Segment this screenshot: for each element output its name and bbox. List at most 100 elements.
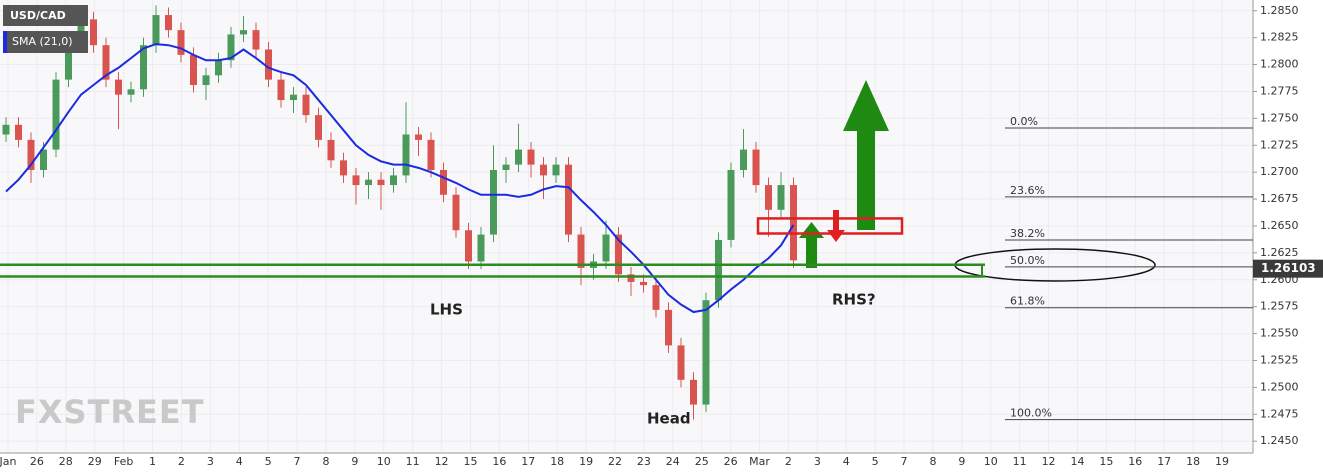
y-tick-label: 1.2775 [1260, 84, 1299, 97]
candle-body [277, 79, 285, 101]
candle-body [577, 234, 585, 268]
fib-label: 38.2% [1010, 227, 1045, 240]
candle-body [652, 285, 660, 310]
candle-body [665, 309, 672, 346]
x-tick-label: 2 [785, 455, 792, 468]
candle-body [77, 19, 85, 40]
x-tick-label: 9 [958, 455, 965, 468]
candle-body [140, 45, 147, 90]
candle-body [740, 149, 747, 171]
y-tick-label: 1.2550 [1260, 327, 1299, 340]
candle-body [2, 124, 10, 135]
y-tick-label: 1.2800 [1260, 58, 1299, 71]
candle-body [227, 34, 235, 61]
x-tick-label: Mar [749, 455, 770, 468]
x-tick-label: 11 [1013, 455, 1027, 468]
candle-body [240, 30, 247, 35]
x-tick-label: 10 [377, 455, 391, 468]
x-tick-label: 16 [492, 455, 506, 468]
x-tick-label: 15 [1099, 455, 1113, 468]
marks [2, 5, 797, 420]
x-tick-label: 17 [1157, 455, 1171, 468]
annotation: Head [647, 410, 691, 428]
x-tick-label: 29 [88, 455, 102, 468]
annotation: LHS [430, 301, 463, 319]
x-tick-label: 26 [724, 455, 738, 468]
x-tick-label: 11 [406, 455, 420, 468]
candle-body [40, 149, 47, 171]
annotation: RHS? [832, 291, 876, 309]
x-tick-label: 4 [843, 455, 850, 468]
y-tick-label: 1.2525 [1260, 353, 1299, 366]
candle-body [627, 274, 635, 282]
legend-symbol: USD/CAD [10, 9, 66, 22]
x-tick-label: 8 [929, 455, 936, 468]
x-tick-label: 19 [579, 455, 593, 468]
candle-body [452, 194, 460, 231]
y-tick-label: 1.2575 [1260, 300, 1299, 313]
candle-body [540, 164, 547, 176]
candle-body [440, 170, 447, 195]
candle-body [65, 39, 72, 80]
candle-body [115, 79, 122, 95]
x-tick-label: 23 [637, 455, 651, 468]
candle-body [565, 164, 572, 235]
candle-body [502, 164, 510, 171]
y-tick-label: 1.2675 [1260, 192, 1299, 205]
candle-body [152, 15, 160, 46]
candle-body [52, 79, 60, 150]
x-tick-label: 17 [521, 455, 535, 468]
candle-body [527, 149, 535, 165]
legend-box [3, 5, 88, 26]
candle-body [777, 185, 785, 210]
candle-body [752, 149, 760, 186]
candle-body [790, 185, 797, 261]
candle-body [90, 19, 97, 46]
candle-body [602, 234, 610, 262]
x-tick-label: 26 [30, 455, 44, 468]
x-tick-label: 3 [814, 455, 821, 468]
candle-body [302, 94, 310, 116]
fib-label: 50.0% [1010, 254, 1045, 267]
y-tick-label: 1.2500 [1260, 380, 1299, 393]
grid [0, 0, 1253, 453]
x-tick-label: 7 [901, 455, 908, 468]
x-tick-label: 18 [550, 455, 564, 468]
legend-sma: SMA (21,0) [12, 35, 73, 48]
x-tick-label: Feb [114, 455, 133, 468]
sma-line [5, 43, 795, 314]
price-tag [1253, 259, 1323, 278]
x-tick-label: 28 [59, 455, 73, 468]
y-tick-label: 1.2750 [1260, 111, 1299, 124]
candle-body [415, 134, 422, 140]
candle-body [340, 160, 347, 176]
candle-body [677, 345, 685, 380]
candle-body [177, 30, 185, 55]
candle-body [490, 170, 497, 235]
candle-body [327, 139, 335, 161]
y-tick-label: 1.2700 [1260, 165, 1299, 178]
candle-body [15, 124, 22, 140]
x-tick-label: 8 [322, 455, 329, 468]
candle-body [377, 179, 385, 186]
x-tick-label: 7 [294, 455, 301, 468]
fib-label: 61.8% [1010, 295, 1045, 308]
x-tick-label: 10 [984, 455, 998, 468]
fib-label: 100.0% [1010, 407, 1052, 420]
candle-body [615, 234, 622, 275]
candle-body [252, 30, 260, 50]
candle-body [402, 134, 410, 176]
candle-body [215, 60, 222, 76]
candle-body [202, 75, 210, 86]
candle-body [315, 115, 322, 140]
y-tick-label: 1.2725 [1260, 138, 1299, 151]
candle-body [165, 15, 172, 31]
candle-body [265, 49, 272, 80]
x-tick-label: 3 [207, 455, 214, 468]
resistance-zone [756, 217, 904, 235]
x-tick-label: 24 [666, 455, 680, 468]
candle-body [127, 89, 135, 95]
plot-background [0, 0, 1253, 453]
